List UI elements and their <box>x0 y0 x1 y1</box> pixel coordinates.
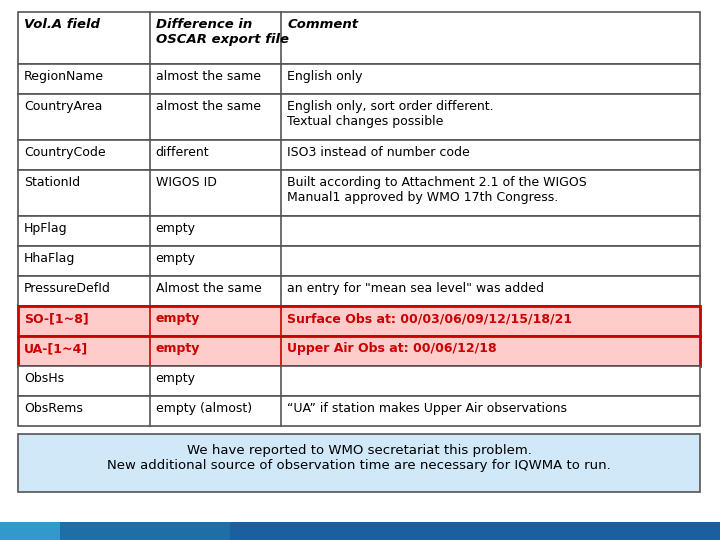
Text: WIGOS ID: WIGOS ID <box>156 176 217 189</box>
Bar <box>18 396 700 426</box>
Bar <box>18 336 700 366</box>
Text: empty: empty <box>156 372 196 385</box>
Text: empty: empty <box>156 312 200 325</box>
Text: almost the same: almost the same <box>156 100 261 113</box>
Text: empty: empty <box>156 222 196 235</box>
Text: Almost the same: Almost the same <box>156 282 261 295</box>
Bar <box>0 522 60 540</box>
Bar <box>18 246 700 276</box>
Bar <box>18 64 700 94</box>
Text: empty: empty <box>156 342 200 355</box>
Text: PressureDefId: PressureDefId <box>24 282 111 295</box>
Text: HpFlag: HpFlag <box>24 222 68 235</box>
Text: Surface Obs at: 00/03/06/09/12/15/18/21: Surface Obs at: 00/03/06/09/12/15/18/21 <box>287 312 572 325</box>
Text: English only: English only <box>287 70 363 83</box>
Bar <box>18 306 700 336</box>
Text: “UA” if station makes Upper Air observations: “UA” if station makes Upper Air observat… <box>287 402 567 415</box>
Text: almost the same: almost the same <box>156 70 261 83</box>
Text: empty (almost): empty (almost) <box>156 402 252 415</box>
Bar <box>18 216 700 246</box>
Text: an entry for "mean sea level" was added: an entry for "mean sea level" was added <box>287 282 544 295</box>
Text: HhaFlag: HhaFlag <box>24 252 76 265</box>
Text: StationId: StationId <box>24 176 80 189</box>
Bar <box>18 434 700 492</box>
Bar <box>18 94 700 140</box>
Text: UA-[1~4]: UA-[1~4] <box>24 342 89 355</box>
Text: We have reported to WMO secretariat this problem.
New additional source of obser: We have reported to WMO secretariat this… <box>107 444 611 472</box>
Text: English only, sort order different.
Textual changes possible: English only, sort order different. Text… <box>287 100 494 128</box>
Text: Difference in
OSCAR export file: Difference in OSCAR export file <box>156 18 289 46</box>
Text: SO-[1~8]: SO-[1~8] <box>24 312 89 325</box>
Text: empty: empty <box>156 252 196 265</box>
Text: Upper Air Obs at: 00/06/12/18: Upper Air Obs at: 00/06/12/18 <box>287 342 497 355</box>
Text: RegionName: RegionName <box>24 70 104 83</box>
Bar <box>0 522 720 540</box>
Text: CountryCode: CountryCode <box>24 146 106 159</box>
Bar <box>60 522 230 540</box>
Text: CountryArea: CountryArea <box>24 100 102 113</box>
Text: Comment: Comment <box>287 18 359 31</box>
Bar <box>18 366 700 396</box>
Bar <box>18 276 700 306</box>
Text: Vol.A field: Vol.A field <box>24 18 100 31</box>
Bar <box>18 140 700 170</box>
Bar <box>18 12 700 64</box>
Bar <box>18 170 700 216</box>
Text: ObsHs: ObsHs <box>24 372 64 385</box>
Text: different: different <box>156 146 210 159</box>
Text: ObsRems: ObsRems <box>24 402 83 415</box>
Text: Built according to Attachment 2.1 of the WIGOS
Manual1 approved by WMO 17th Cong: Built according to Attachment 2.1 of the… <box>287 176 587 204</box>
Text: ISO3 instead of number code: ISO3 instead of number code <box>287 146 470 159</box>
